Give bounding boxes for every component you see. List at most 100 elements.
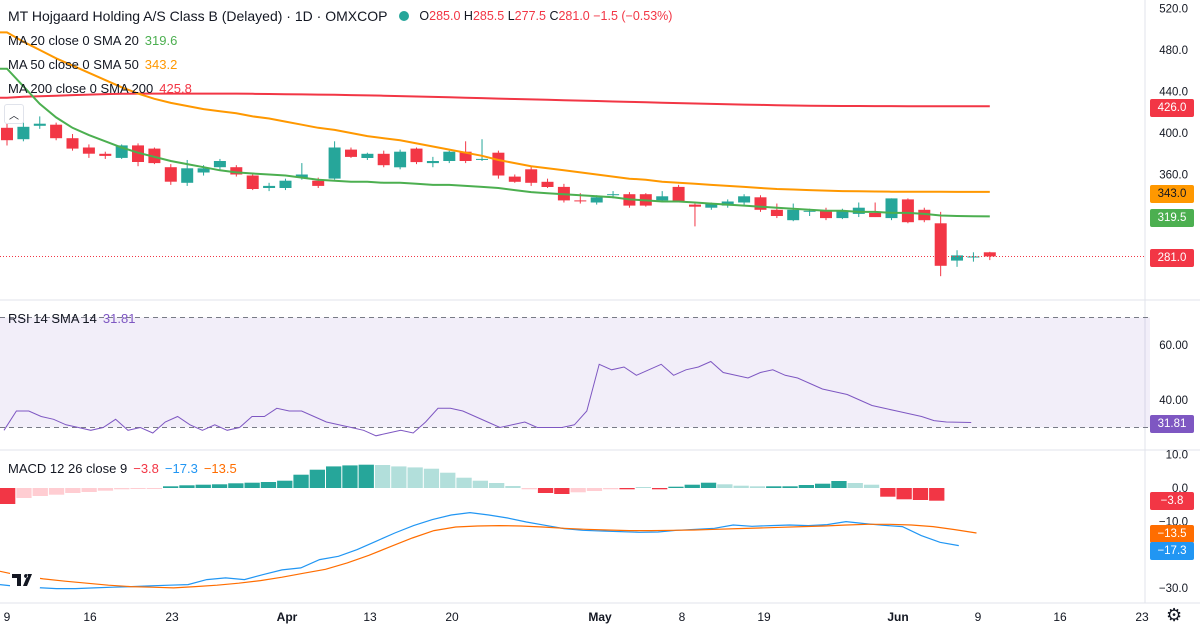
ma20-line [0,67,990,218]
macd-hist-bar [700,482,717,488]
macd-hist-bar [766,486,782,488]
candle-body [443,151,456,161]
chevron-up-icon: ︿ [9,110,19,122]
candle-body [246,175,259,189]
ma50-price-badge: 343.0 [1150,185,1194,203]
time-tick-label: 16 [83,610,97,624]
macd-hist-bar [733,485,749,488]
macd-hist-bar [847,483,863,488]
candle-body [934,223,947,266]
macd-hist-bar [554,488,570,494]
ma20-value: 319.6 [144,33,178,48]
macd-hist-bar [717,484,733,488]
collapse-legend-button[interactable]: ︿ [4,104,24,124]
time-tick-label: May [588,610,612,624]
macd-hist-bar [244,482,260,488]
macd-hist-bar [929,488,945,501]
candle-body [869,212,882,218]
candle-body [689,204,701,207]
macd-line-value: −17.3 [164,461,198,476]
ma50-value: 343.2 [144,57,178,72]
macd-hist-bar [863,484,880,488]
candle-body [476,158,488,160]
last-price-badge: 281.0 [1150,249,1194,267]
logo-icon [12,574,32,586]
candle-body [525,169,538,183]
settings-gear-icon[interactable]: ⚙ [1166,605,1183,625]
macd-hist-bar [440,472,456,488]
ma200-line [0,92,990,108]
price-tick-label: 400.0 [1159,128,1188,140]
tradingview-logo[interactable] [10,567,40,591]
candle-body [738,196,751,203]
macd-hist-bar [114,488,130,490]
macd-hist-bar [391,466,407,488]
rsi-legend[interactable]: RSI 14 SMA 14 31.81 [8,311,135,326]
candle-body [901,199,914,223]
candle-body [820,210,832,219]
rsi-tick-label: 60.00 [1159,340,1188,352]
ma20-price-badge: 319.5 [1150,209,1194,227]
ma50-legend[interactable]: MA 50 close 0 SMA 50 343.2 [8,57,177,72]
macd-hist-bar [505,486,521,488]
macd-hist-bar [358,464,374,488]
rsi-band [0,317,1150,428]
macd-hist-bar [260,482,277,488]
macd-hist-bar [407,467,423,488]
moving-averages [0,31,990,218]
ma200-price-badge: 426.0 [1150,99,1194,117]
market-status-icon [399,11,410,21]
macd-hist-bar [163,486,179,488]
candle-body [967,256,980,258]
candle-body [672,186,685,202]
time-tick-label: 9 [975,610,982,624]
ma200-legend[interactable]: MA 200 close 0 SMA 200 425.8 [8,81,192,96]
macd-hist-bar [228,483,244,488]
time-tick-label: 19 [757,610,771,624]
macd-hist-bar [211,484,228,488]
macd-hist-bar [586,488,603,491]
macd-hist-bar [896,488,912,500]
candle-body [197,168,210,173]
macd-hist-bar [521,488,537,490]
candle-body [574,200,587,202]
symbol-title[interactable]: MT Hojgaard Holding A/S Class B (Delayed… [8,8,388,24]
ma50-label: MA 50 close 0 SMA 50 [8,57,139,72]
macd-hist-bar [456,477,472,488]
macd-hist-bar [179,485,195,488]
candle-body [377,153,390,166]
macd-hist-bar [570,488,586,493]
candle-body [279,180,292,188]
candle-body [656,196,669,201]
candle-body [852,207,865,214]
macd-hist-bar [48,488,65,495]
price-tick-label: 520.0 [1159,4,1188,16]
candle-body [1,127,13,141]
macd-hist-bar [912,488,929,500]
candle-body [394,151,407,168]
candle-body [33,123,46,126]
macd-hist-bar [342,465,358,488]
macd-hist-bar [619,488,635,490]
candle-body [230,167,243,175]
macd-hist-bar [16,488,32,498]
macd-hist-bar [309,469,325,488]
macd-hist-value: −3.8 [133,461,159,476]
candle-body [590,197,603,203]
macd-line [0,511,959,590]
ma20-legend[interactable]: MA 20 close 0 SMA 20 319.6 [8,33,177,48]
macd-hist-bar [489,483,505,488]
time-tick-label: 23 [1135,610,1149,624]
macd-label: MACD 12 26 close 9 [8,461,128,476]
candle-body [361,153,374,158]
candle-body [541,181,554,187]
macd-hist-bar [684,484,700,488]
price-tick-label: 360.0 [1159,170,1188,182]
chart-legend-header: MT Hojgaard Holding A/S Class B (Delayed… [8,8,672,24]
macd-legend[interactable]: MACD 12 26 close 9 −3.8 −17.3 −13.5 [8,461,237,476]
candle-body [803,210,816,212]
macd-hist-bar [81,488,97,492]
macd-hist-bar [195,484,211,488]
macd-hist-bar [32,488,48,496]
macd-hist-bar [423,468,440,488]
